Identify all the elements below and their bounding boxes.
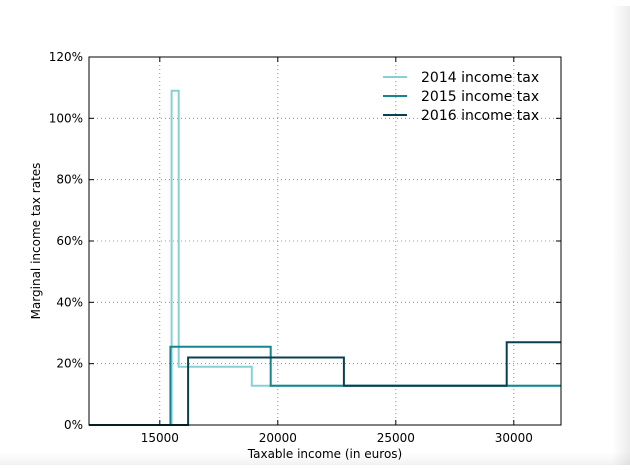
legend-label: 2014 income tax xyxy=(421,70,539,86)
bottom-shadow xyxy=(0,452,630,465)
x-tick-label: 20000 xyxy=(259,431,297,445)
legend-label: 2015 income tax xyxy=(421,89,539,105)
y-tick-label: 100% xyxy=(49,111,83,125)
legend-label: 2016 income tax xyxy=(421,108,539,124)
x-tick-label: 15000 xyxy=(141,431,179,445)
grid-layer xyxy=(89,57,561,425)
y-tick-label: 20% xyxy=(56,357,83,371)
x-tick-label: 30000 xyxy=(495,431,533,445)
legend: 2014 income tax 2015 income tax 2016 incom… xyxy=(383,70,539,124)
y-axis-label: Marginal income tax rates xyxy=(29,163,43,320)
series-line xyxy=(89,341,561,426)
y-tick-label: 120% xyxy=(49,50,83,64)
x-axis-label: Taxable income (in euros) xyxy=(247,447,402,461)
series-line xyxy=(89,89,561,426)
x-tick-label: 25000 xyxy=(377,431,415,445)
tick-layer: 15000 20000 25000 30000 0% 20% 40% 60% 80% 100% 12… xyxy=(49,50,561,445)
y-tick-label: 60% xyxy=(56,234,83,248)
right-shadow xyxy=(612,6,630,465)
y-tick-label: 40% xyxy=(56,295,83,309)
y-tick-label: 80% xyxy=(56,173,83,187)
y-tick-label: 0% xyxy=(64,418,83,432)
